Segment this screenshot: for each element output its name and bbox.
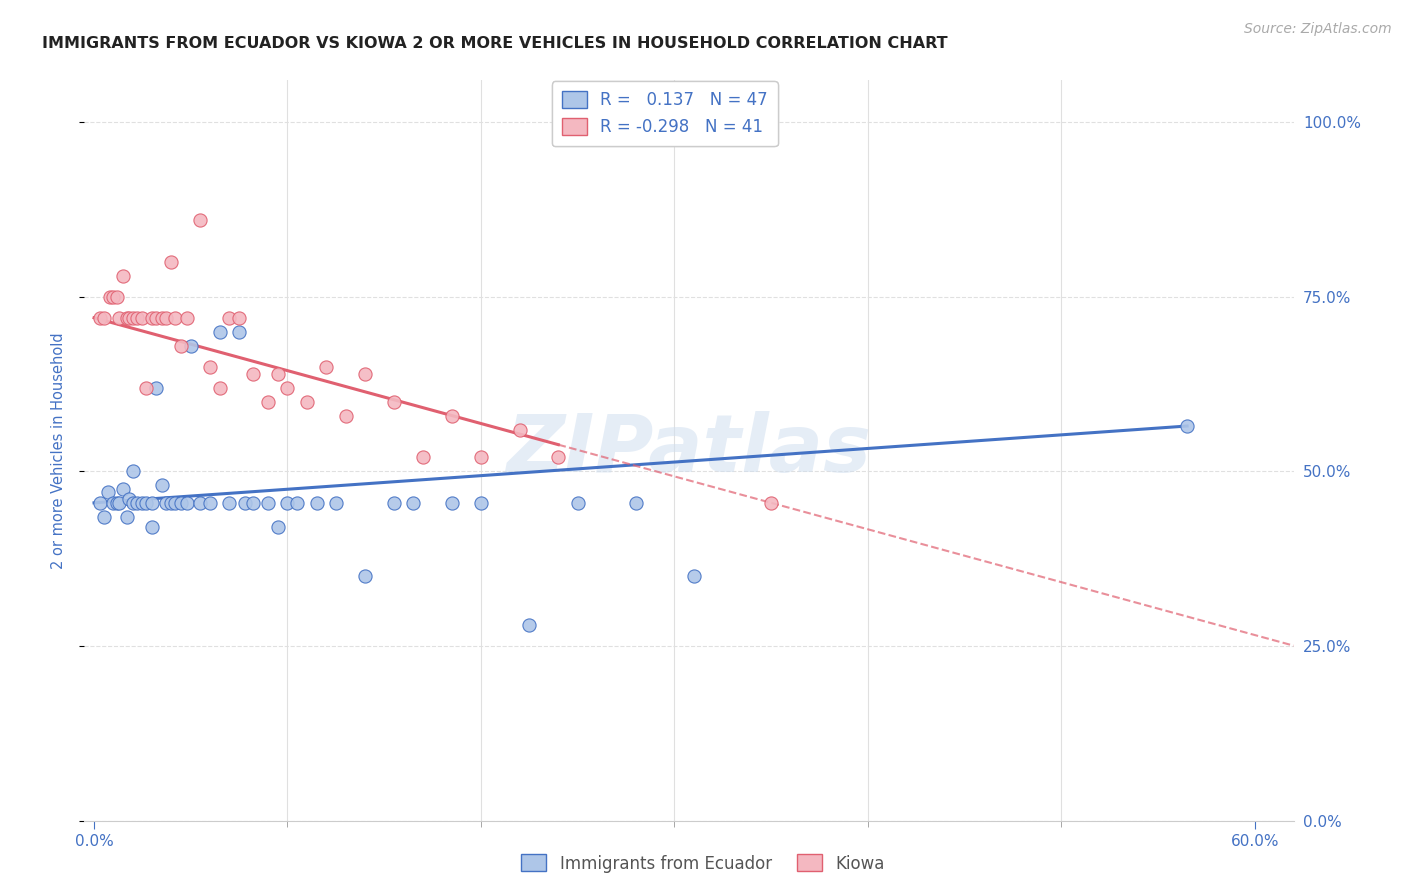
Point: [131, 496, 153, 510]
Point: [233, 496, 256, 510]
Point: [440, 409, 463, 423]
Point: [354, 569, 377, 583]
Point: [190, 213, 212, 227]
Point: [125, 310, 148, 325]
Point: [382, 394, 405, 409]
Point: [170, 339, 193, 353]
Point: [141, 310, 163, 325]
Point: [218, 496, 240, 510]
Text: Source: ZipAtlas.com: Source: ZipAtlas.com: [1244, 22, 1392, 37]
Point: [242, 496, 264, 510]
Point: [208, 381, 231, 395]
Point: [165, 496, 187, 510]
Point: [682, 569, 704, 583]
Point: [315, 359, 337, 374]
Point: [121, 464, 143, 478]
Point: [257, 496, 280, 510]
Point: [108, 496, 131, 510]
Point: [440, 496, 463, 510]
Point: [112, 268, 135, 283]
Point: [121, 310, 143, 325]
Point: [267, 367, 290, 381]
Point: [118, 492, 141, 507]
Point: [105, 496, 128, 510]
Point: [112, 482, 135, 496]
Point: [295, 394, 318, 409]
Point: [305, 496, 328, 510]
Point: [242, 367, 264, 381]
Point: [155, 496, 177, 510]
Point: [276, 496, 298, 510]
Point: [131, 310, 153, 325]
Point: [190, 496, 212, 510]
Point: [285, 496, 308, 510]
Point: [198, 359, 221, 374]
Point: [93, 310, 115, 325]
Point: [267, 520, 290, 534]
Point: [180, 339, 202, 353]
Point: [517, 618, 540, 632]
Point: [276, 381, 298, 395]
Legend: R =   0.137   N = 47, R = -0.298   N = 41: R = 0.137 N = 47, R = -0.298 N = 41: [551, 81, 778, 146]
Point: [470, 496, 492, 510]
Point: [176, 310, 198, 325]
Point: [89, 496, 111, 510]
Point: [567, 496, 589, 510]
Point: [759, 496, 782, 510]
Point: [108, 310, 131, 325]
Point: [97, 485, 120, 500]
Point: [160, 255, 183, 269]
Point: [103, 290, 125, 304]
Text: IMMIGRANTS FROM ECUADOR VS KIOWA 2 OR MORE VEHICLES IN HOUSEHOLD CORRELATION CHA: IMMIGRANTS FROM ECUADOR VS KIOWA 2 OR MO…: [42, 36, 948, 51]
Point: [98, 290, 121, 304]
Point: [624, 496, 647, 510]
Point: [547, 450, 569, 465]
Point: [121, 496, 143, 510]
Point: [335, 409, 357, 423]
Point: [208, 325, 231, 339]
Point: [470, 450, 492, 465]
Legend: Immigrants from Ecuador, Kiowa: Immigrants from Ecuador, Kiowa: [515, 847, 891, 880]
Point: [93, 509, 115, 524]
Point: [141, 520, 163, 534]
Point: [160, 496, 183, 510]
Point: [105, 290, 128, 304]
Point: [228, 310, 250, 325]
Point: [150, 310, 173, 325]
Point: [115, 509, 138, 524]
Point: [155, 310, 177, 325]
Point: [176, 496, 198, 510]
Point: [135, 496, 157, 510]
Point: [125, 496, 148, 510]
Point: [218, 310, 240, 325]
Point: [509, 423, 531, 437]
Point: [198, 496, 221, 510]
Point: [103, 496, 125, 510]
Point: [118, 310, 141, 325]
Point: [89, 310, 111, 325]
Y-axis label: 2 or more Vehicles in Household: 2 or more Vehicles in Household: [51, 332, 66, 569]
Point: [228, 325, 250, 339]
Point: [150, 478, 173, 492]
Point: [402, 496, 425, 510]
Point: [145, 310, 167, 325]
Point: [165, 310, 187, 325]
Point: [135, 381, 157, 395]
Point: [325, 496, 347, 510]
Point: [1175, 419, 1198, 434]
Point: [382, 496, 405, 510]
Point: [354, 367, 377, 381]
Point: [257, 394, 280, 409]
Point: [145, 381, 167, 395]
Point: [412, 450, 434, 465]
Point: [115, 310, 138, 325]
Text: ZIPatlas: ZIPatlas: [506, 411, 872, 490]
Point: [141, 496, 163, 510]
Point: [170, 496, 193, 510]
